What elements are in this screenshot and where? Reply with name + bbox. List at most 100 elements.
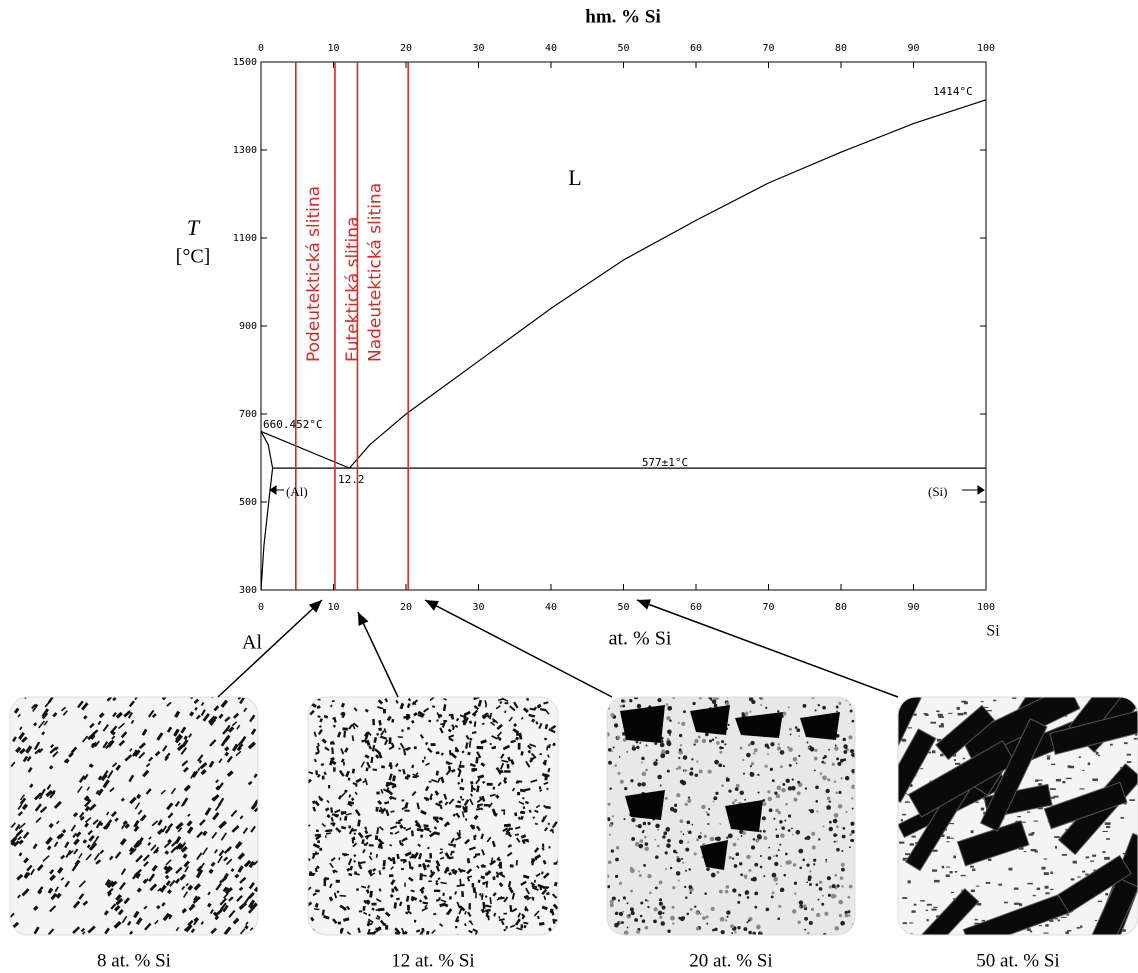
texture	[754, 891, 758, 895]
texture	[607, 885, 610, 888]
x2-tick-label: 90	[907, 43, 919, 54]
texture	[328, 785, 330, 788]
texture	[728, 833, 733, 838]
texture	[834, 813, 839, 818]
texture	[842, 827, 845, 830]
texture	[760, 866, 763, 869]
texture	[836, 841, 838, 843]
texture	[832, 884, 836, 888]
texture	[754, 906, 757, 909]
texture	[542, 844, 544, 848]
texture	[683, 833, 685, 835]
texture	[1062, 781, 1065, 783]
texture	[920, 900, 925, 901]
texture	[1079, 756, 1081, 758]
texture	[789, 764, 792, 767]
annotation: 1414°C	[933, 85, 973, 98]
texture	[780, 865, 782, 867]
texture	[946, 841, 949, 842]
texture	[714, 703, 716, 705]
texture	[685, 897, 687, 899]
texture	[770, 768, 773, 771]
texture	[1096, 752, 1099, 755]
crystal	[620, 705, 665, 743]
texture	[773, 877, 778, 882]
texture	[832, 763, 835, 766]
texture	[851, 830, 855, 834]
texture	[510, 864, 514, 867]
phase-boundary	[261, 431, 349, 468]
texture	[827, 778, 830, 781]
texture	[520, 924, 523, 928]
texture	[839, 914, 842, 917]
texture	[763, 830, 766, 833]
texture	[808, 746, 810, 748]
texture	[785, 853, 788, 856]
texture	[608, 803, 611, 806]
texture	[850, 749, 854, 753]
texture	[829, 821, 832, 824]
arrow	[270, 486, 284, 494]
texture	[908, 727, 912, 728]
texture	[728, 789, 731, 792]
texture	[548, 846, 550, 848]
texture	[413, 776, 418, 778]
texture	[485, 872, 487, 875]
texture	[369, 844, 374, 846]
texture	[402, 932, 405, 935]
texture	[710, 699, 712, 701]
x2-tick-label: 30	[472, 43, 484, 54]
texture	[825, 789, 829, 793]
texture	[748, 931, 752, 935]
texture	[460, 796, 462, 798]
texture	[820, 772, 823, 775]
texture	[330, 822, 334, 824]
texture	[783, 874, 786, 877]
texture	[803, 704, 807, 708]
texture	[637, 704, 641, 708]
texture	[835, 874, 838, 877]
texture	[737, 901, 740, 904]
texture	[719, 751, 722, 754]
texture	[745, 712, 748, 715]
texture	[514, 812, 517, 816]
texture	[623, 896, 626, 899]
texture	[614, 923, 619, 928]
texture	[475, 892, 477, 898]
texture	[1028, 833, 1033, 835]
texture	[485, 705, 487, 708]
texture	[707, 823, 709, 825]
texture	[333, 767, 336, 772]
texture	[814, 749, 817, 752]
texture	[644, 836, 647, 839]
texture	[686, 913, 689, 916]
texture	[359, 910, 362, 912]
texture	[1095, 920, 1097, 921]
pointer-head	[637, 599, 651, 609]
texture	[757, 834, 762, 839]
texture	[843, 744, 847, 748]
texture	[676, 858, 680, 862]
texture	[767, 753, 769, 755]
texture	[843, 750, 847, 754]
texture	[806, 881, 808, 883]
texture	[673, 808, 677, 812]
texture	[759, 830, 761, 832]
texture	[442, 893, 444, 896]
texture	[810, 809, 814, 813]
texture	[685, 870, 687, 872]
texture	[325, 835, 327, 837]
texture	[822, 895, 824, 897]
texture	[1127, 761, 1131, 763]
texture	[1042, 867, 1046, 870]
texture	[982, 920, 985, 922]
texture	[616, 846, 619, 849]
x2-tick-label: 80	[835, 43, 847, 54]
texture	[818, 838, 820, 840]
texture	[964, 712, 967, 715]
texture	[785, 803, 788, 806]
texture	[647, 822, 650, 825]
texture	[726, 910, 730, 914]
texture	[753, 838, 756, 841]
texture	[667, 741, 672, 746]
